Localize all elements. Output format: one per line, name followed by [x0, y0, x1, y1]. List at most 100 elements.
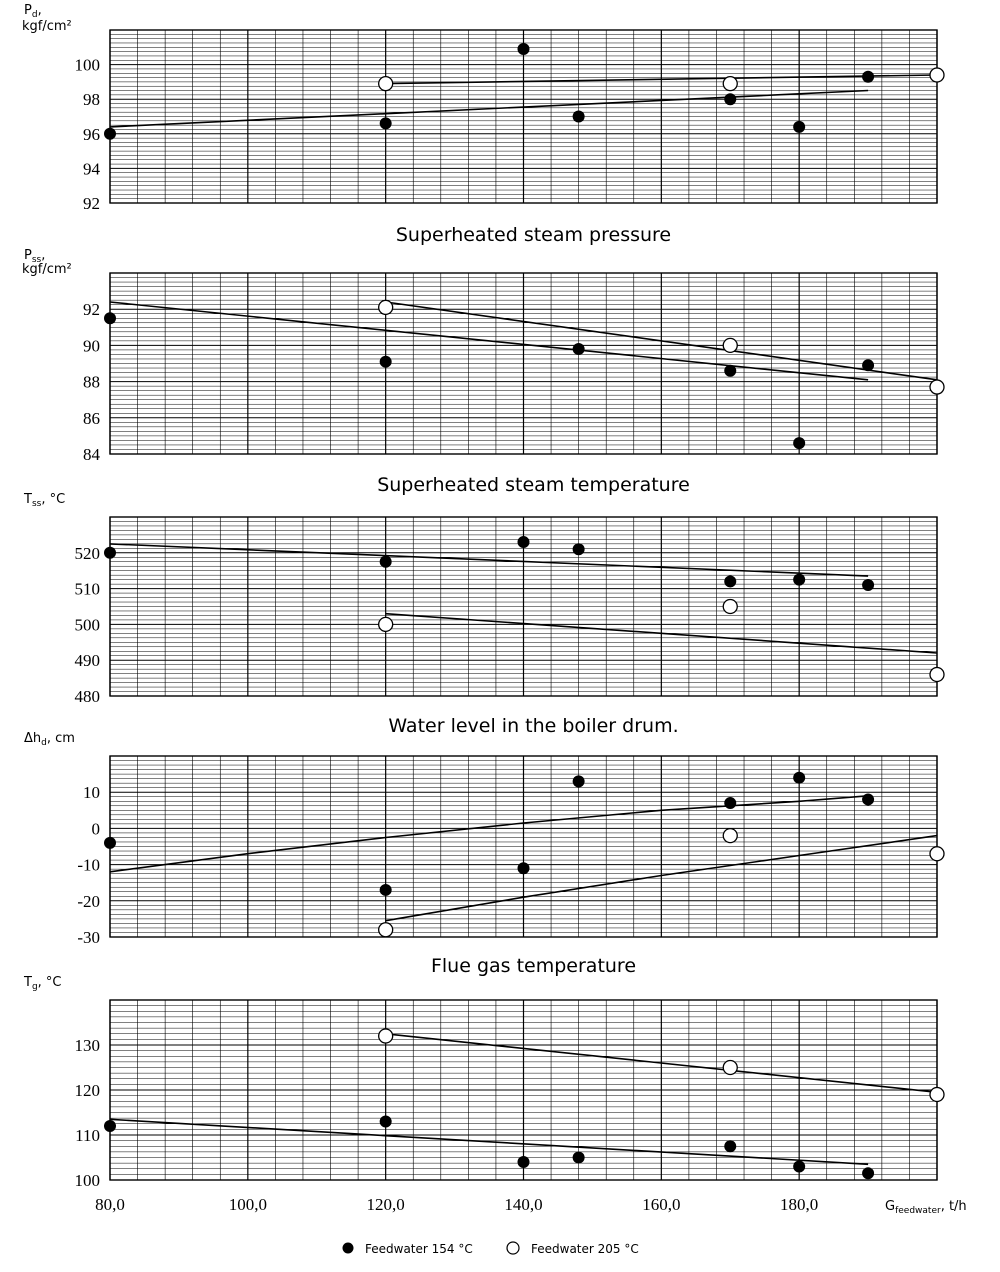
trend-line-filled — [109, 1118, 869, 1166]
y-label-suffix: , — [38, 3, 42, 18]
x-label-unit: , t/h — [941, 1199, 967, 1214]
data-point-154c — [572, 343, 585, 356]
legend-marker-205c — [506, 1241, 520, 1255]
y-axis-label: Pss, — [24, 248, 45, 265]
data-point-154c — [793, 573, 806, 586]
trend-line-filled — [109, 89, 869, 128]
chart-panel-3: Superheated steam temperature 480 490 500 51… — [23, 474, 945, 706]
y-tick-label: 92 — [83, 194, 100, 213]
y-tick-label: 92 — [83, 300, 100, 319]
data-point-205c — [929, 846, 945, 862]
data-point-154c — [793, 771, 806, 784]
legend-marker-154c — [342, 1242, 354, 1254]
data-point-205c — [929, 67, 945, 83]
y-label-subscript: d — [32, 10, 38, 20]
x-tick-label: 80,0 — [95, 1195, 125, 1214]
data-point-154c — [104, 836, 116, 849]
panel-gridlines — [109, 755, 938, 938]
y-label-subscript: ss — [32, 255, 42, 265]
y-tick-label: 100 — [75, 1171, 101, 1190]
y-label-suffix: , cm — [47, 731, 75, 746]
legend-label-154c: Feedwater 154 °C — [365, 1242, 473, 1256]
y-tick-label: 130 — [75, 1036, 101, 1055]
x-tick-label: 180,0 — [780, 1195, 818, 1214]
trend-line-open — [385, 1033, 938, 1094]
data-point-154c — [862, 1167, 875, 1180]
x-label-symbol: G — [885, 1199, 895, 1214]
data-point-154c — [793, 1160, 806, 1173]
y-tick-label: 500 — [75, 615, 101, 634]
data-point-154c — [104, 1120, 116, 1132]
panel-frame — [109, 516, 938, 697]
x-tick-label: 160,0 — [642, 1195, 680, 1214]
trend-line-filled — [109, 301, 869, 381]
y-label-symbol: P — [24, 3, 32, 18]
data-point-154c — [379, 555, 392, 568]
trend-line-open — [385, 834, 938, 922]
y-label-suffix: , — [41, 248, 45, 263]
y-tick-label: 510 — [75, 580, 101, 599]
data-point-154c — [572, 110, 585, 123]
y-tick-label: -20 — [77, 892, 100, 911]
data-point-154c — [379, 883, 392, 896]
chart-panel-5: Flue gas temperature 100 110 120 130 Tg, °C — [23, 955, 945, 1190]
data-point-154c — [793, 120, 806, 133]
data-point-205c — [929, 1086, 945, 1103]
y-tick-label: 10 — [83, 783, 100, 802]
y-tick-label: 86 — [83, 409, 100, 428]
y-tick-label: 110 — [75, 1126, 100, 1145]
data-point-205c — [722, 337, 738, 354]
data-point-154c — [104, 127, 116, 140]
y-tick-label: 90 — [83, 336, 100, 355]
x-label-subscript: feedwater — [895, 1206, 941, 1216]
y-tick-label: 0 — [92, 819, 101, 838]
y-tick-label: 490 — [75, 651, 101, 670]
data-point-154c — [793, 437, 806, 450]
legend-label-205c: Feedwater 205 °C — [531, 1242, 639, 1256]
panel-title: Superheated steam pressure — [396, 224, 671, 246]
y-tick-label: 120 — [75, 1081, 101, 1100]
data-point-154c — [724, 364, 737, 377]
data-point-205c — [722, 827, 738, 844]
data-point-154c — [724, 575, 737, 588]
panel-gridlines — [109, 29, 938, 204]
data-point-205c — [378, 299, 394, 316]
y-tick-label: 96 — [83, 125, 100, 144]
data-point-205c — [929, 379, 945, 395]
y-tick-label: 84 — [83, 445, 101, 464]
data-point-154c — [379, 1115, 392, 1128]
trend-line-open — [385, 74, 938, 85]
trend-line-open — [385, 612, 938, 654]
y-axis-label: Tg, °C — [23, 975, 62, 992]
y-tick-label: 98 — [83, 90, 100, 109]
data-point-205c — [722, 598, 738, 615]
data-point-154c — [517, 1156, 530, 1168]
x-tick-label: 100,0 — [229, 1195, 267, 1214]
data-point-154c — [724, 797, 737, 810]
y-tick-label: -10 — [77, 856, 100, 875]
panel-title: Flue gas temperature — [431, 955, 636, 977]
data-point-154c — [572, 543, 585, 556]
legend: Feedwater 154 °C Feedwater 205 °C — [342, 1241, 639, 1256]
x-tick-label: 120,0 — [367, 1195, 405, 1214]
panel-frame — [109, 29, 938, 204]
x-axis-label: Gfeedwater, t/h — [885, 1199, 967, 1216]
data-point-205c — [929, 666, 945, 683]
panel-gridlines — [109, 272, 938, 455]
chart-panel-2: Superheated steam pressure 84 86 88 90 92 Pss,… — [22, 224, 945, 464]
data-point-205c — [722, 1059, 738, 1076]
y-label-subscript: d — [41, 738, 47, 748]
data-point-205c — [378, 922, 394, 938]
y-tick-label: 480 — [75, 687, 101, 706]
data-point-154c — [517, 43, 530, 56]
data-point-154c — [572, 1151, 585, 1164]
data-point-154c — [517, 862, 530, 875]
data-point-205c — [722, 75, 738, 92]
y-label-symbol: P — [24, 248, 32, 263]
y-axis-label: Δhd, cm — [24, 731, 75, 748]
data-point-205c — [378, 616, 394, 633]
y-tick-label: 94 — [83, 159, 101, 178]
panel-gridlines — [109, 999, 938, 1181]
panel-title: Water level in the boiler drum. — [388, 715, 678, 737]
